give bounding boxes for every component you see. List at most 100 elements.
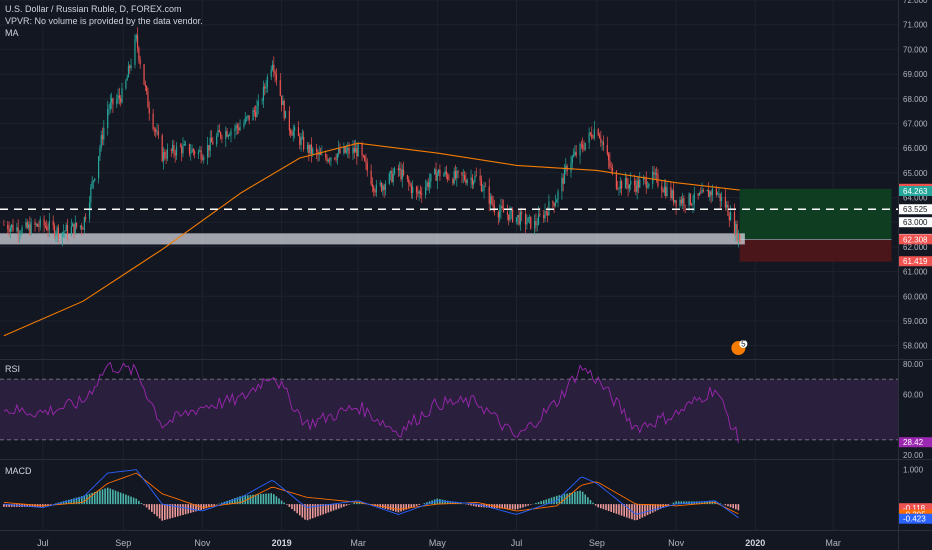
macd-histogram-bar — [548, 498, 550, 505]
candle-body — [354, 148, 357, 153]
macd-histogram-bar — [581, 491, 584, 505]
candle-body — [118, 95, 120, 99]
macd-histogram-bar — [496, 504, 498, 509]
price-tick-label: 66.000 — [903, 144, 928, 153]
price-tick-label: 69.000 — [903, 70, 928, 79]
candle-body — [316, 148, 318, 152]
candle-body — [208, 145, 210, 151]
macd-histogram-bar — [649, 504, 651, 514]
macd-histogram-bar — [221, 502, 223, 505]
macd-histogram-bar — [574, 491, 576, 505]
candle-body — [639, 179, 641, 188]
macd-histogram-bar — [602, 504, 605, 510]
price-tick-label: 71.000 — [903, 21, 928, 30]
candle-body — [563, 167, 566, 184]
candle-body — [545, 211, 547, 213]
candle-body — [693, 193, 695, 204]
macd-histogram-bar — [213, 504, 215, 506]
macd-histogram-bar — [400, 504, 402, 512]
rsi-title: RSI — [5, 364, 21, 374]
macd-histogram-bar — [667, 504, 670, 506]
time-tick-label: Mar — [825, 538, 841, 548]
macd-histogram-bar — [125, 494, 127, 505]
candle-body — [711, 188, 714, 196]
candle-body — [218, 130, 220, 133]
candle-body — [221, 136, 223, 139]
candle-body — [61, 232, 63, 238]
candle-body — [534, 221, 536, 229]
rsi-tick-label: 20.00 — [903, 451, 924, 460]
candle-body — [408, 179, 410, 184]
macd-histogram-bar — [638, 504, 641, 519]
macd-histogram-bar — [488, 504, 491, 508]
macd-histogram-bar — [651, 504, 654, 513]
macd-histogram-bar — [93, 491, 96, 505]
candle-body — [388, 173, 390, 184]
candle-body — [291, 133, 293, 136]
vpvr-legend[interactable]: VPVR: No volume is provided by the data … — [5, 16, 203, 26]
candle-body — [11, 224, 13, 228]
candle-body — [636, 180, 638, 192]
macd-histogram-bar — [732, 504, 734, 509]
macd-histogram-bar — [475, 504, 478, 507]
candle-body — [29, 224, 31, 234]
macd-histogram-bar — [3, 504, 5, 507]
macd-histogram-bar — [472, 504, 475, 507]
macd-histogram-bar — [153, 504, 156, 515]
candle-body — [672, 190, 675, 203]
candle-body — [75, 222, 78, 227]
macd-histogram-bar — [184, 504, 187, 515]
macd-histogram-bar — [397, 504, 400, 513]
macd-histogram-bar — [618, 504, 620, 515]
candle-body — [81, 225, 83, 229]
candle-body — [101, 135, 104, 140]
macd-value-bg — [899, 513, 932, 524]
candle-body — [365, 160, 367, 163]
macd-histogram-bar — [275, 496, 278, 505]
candle-body — [579, 144, 581, 156]
candle-body — [207, 145, 209, 158]
candle-body — [90, 186, 92, 203]
candle-body — [547, 212, 549, 216]
macd-histogram-bar — [685, 501, 688, 505]
candle-body — [646, 186, 649, 188]
candle-body — [410, 185, 412, 193]
candle-body — [648, 183, 650, 187]
ma-legend[interactable]: MA — [5, 28, 19, 38]
candle-body — [155, 129, 157, 133]
candle-body — [379, 183, 381, 185]
macd-histogram-bar — [145, 504, 148, 508]
candle-body — [663, 186, 666, 193]
candle-body — [456, 171, 458, 179]
candle-body — [191, 149, 193, 153]
candle-body — [466, 179, 468, 184]
macd-value-label: -0.118 — [903, 504, 926, 513]
price-tick-label: 61.000 — [903, 268, 928, 277]
macd-histogram-bar — [47, 504, 49, 506]
candle-body — [591, 133, 593, 138]
macd-histogram-bar — [439, 499, 441, 505]
candle-body — [727, 204, 729, 216]
candle-body — [724, 197, 727, 208]
macd-histogram-bar — [249, 495, 252, 505]
candle-body — [329, 159, 331, 161]
candle-body — [265, 87, 267, 89]
event-badge[interactable]: 5 — [731, 340, 748, 356]
candle-body — [489, 196, 492, 204]
price-axis: 72.000 71.000 70.000 69.000 68.000 67.000 66.0… — [899, 0, 932, 351]
candle-body — [16, 227, 18, 231]
macd-histogram-bar — [130, 496, 132, 505]
macd-histogram-bar — [174, 504, 176, 518]
macd-histogram-bar — [301, 504, 304, 518]
candle-body — [65, 224, 67, 232]
candle-body — [706, 190, 708, 192]
candle-body — [680, 199, 682, 204]
macd-histogram-bar — [724, 504, 727, 506]
candle-body — [707, 190, 710, 197]
candle-body — [500, 205, 502, 212]
macd-histogram-bar — [8, 504, 10, 507]
symbol-title[interactable]: U.S. Dollar / Russian Ruble, D, FOREX.co… — [5, 4, 182, 14]
candle-body — [684, 205, 686, 206]
macd-histogram-bar — [504, 504, 506, 509]
